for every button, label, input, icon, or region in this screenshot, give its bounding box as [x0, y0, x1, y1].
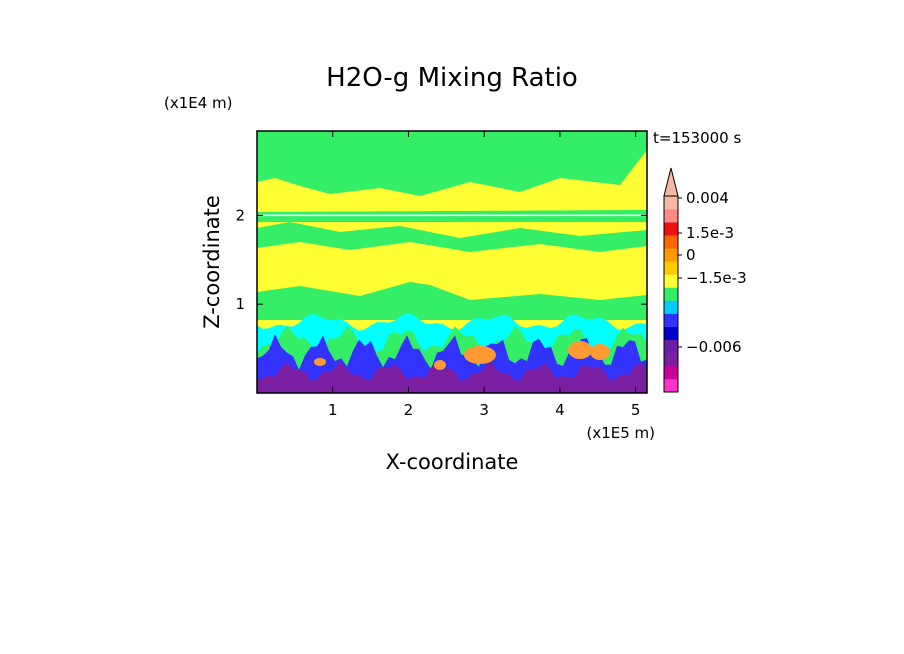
x-tick-label: 1	[328, 401, 338, 419]
x-tick-label: 4	[555, 401, 565, 419]
colorbar-segment	[664, 365, 678, 380]
time-label: t=153000 s	[653, 129, 741, 147]
y-axis-unit: (x1E4 m)	[164, 94, 233, 112]
chart-title: H2O-g Mixing Ratio	[326, 63, 578, 93]
colorbar-label: 1.5e-3	[686, 224, 734, 242]
field-warm-patch	[590, 344, 610, 360]
colorbar-segment	[664, 326, 678, 341]
colorbar: 0.004 1.5e-3 0 −1.5e-3 −0.006	[663, 167, 747, 393]
x-axis-unit: (x1E5 m)	[586, 424, 655, 442]
field-warm-patch	[568, 341, 592, 359]
field-band-region	[257, 222, 647, 252]
colorbar-segment	[664, 352, 678, 367]
colorbar-segment	[664, 222, 678, 236]
colorbar-segment	[664, 300, 678, 314]
colorbar-segment	[664, 209, 678, 223]
colorbar-frame	[663, 195, 679, 393]
colorbar-segment	[664, 378, 678, 393]
x-axis-label: X-coordinate	[386, 450, 519, 474]
y-axis-label: Z-coordinate	[200, 195, 224, 329]
colorbar-label: 0.004	[686, 189, 729, 207]
colorbar-segment	[664, 235, 678, 249]
field-warm-patch	[314, 358, 326, 366]
y-tick-label: 1	[235, 295, 245, 313]
field-low-layer	[257, 361, 647, 393]
x-tick-label: 5	[631, 401, 641, 419]
x-tick-label: 3	[479, 401, 489, 419]
colorbar-segment	[664, 196, 678, 210]
x-tick-label: 2	[404, 401, 414, 419]
colorbar-segment	[664, 339, 678, 354]
y-tick-label: 2	[235, 206, 245, 224]
colorbar-label: −0.006	[686, 338, 742, 356]
colorbar-label: −1.5e-3	[686, 269, 747, 287]
colorbar-segment	[664, 287, 678, 301]
field-band-region	[257, 131, 647, 196]
x-axis-ticks: 1 2 3 4 5	[328, 131, 640, 419]
colorbar-segment	[664, 313, 678, 327]
colorbar-segment	[664, 261, 678, 275]
plot-frame	[256, 130, 648, 394]
field-warm-patch	[434, 360, 446, 370]
colorbar-extend-arrow	[663, 167, 679, 197]
colorbar-segment	[664, 248, 678, 262]
field-band-region	[257, 282, 647, 320]
y-axis-ticks: 12	[235, 206, 647, 313]
heatmap-field	[257, 131, 647, 393]
colorbar-label: 0	[686, 246, 696, 264]
colorbar-segment	[664, 274, 678, 288]
field-warm-patch	[464, 346, 496, 364]
